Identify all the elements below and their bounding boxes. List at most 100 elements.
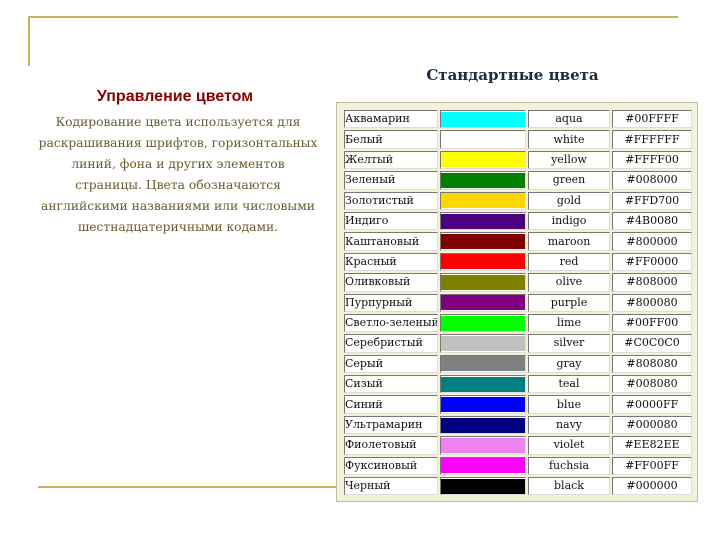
table-row: Синий blue #0000FF — [344, 395, 692, 414]
color-name-en: aqua — [528, 110, 610, 129]
color-name-ru: Каштановый — [344, 232, 438, 251]
color-swatch — [441, 172, 525, 188]
color-name-ru: Красный — [344, 252, 438, 272]
color-name-ru: Белый — [344, 130, 438, 149]
color-swatch-cell — [440, 110, 526, 129]
table-row: Зеленый green #008000 — [344, 171, 692, 190]
color-swatch-cell — [440, 375, 526, 394]
color-swatch-cell — [440, 395, 526, 414]
color-swatch — [441, 335, 525, 351]
color-swatch-cell — [440, 232, 526, 251]
table-row: Индиго indigo #4B0080 — [344, 211, 692, 231]
table-row: Пурпурный purple #800080 — [344, 293, 692, 312]
color-swatch — [441, 376, 525, 392]
color-name-en: white — [528, 130, 610, 149]
table-row: Светло-зеленый lime #00FF00 — [344, 313, 692, 333]
color-swatch — [441, 234, 525, 250]
table-row: Фуксиновый fuchsia #FF00FF — [344, 456, 692, 476]
color-name-ru: Черный — [344, 477, 438, 496]
color-name-ru: Серый — [344, 354, 438, 374]
left-paragraph: Кодирование цвета используется для раскр… — [38, 115, 318, 234]
color-hex-code: #EE82EE — [612, 436, 692, 455]
color-name-ru: Золотистый — [344, 191, 438, 210]
color-swatch — [441, 315, 525, 331]
color-name-en: silver — [528, 334, 610, 353]
color-hex-code: #008080 — [612, 375, 692, 394]
color-swatch — [441, 437, 525, 453]
color-hex-code: #800080 — [612, 293, 692, 312]
color-hex-code: #008000 — [612, 171, 692, 190]
table-row: Желтый yellow #FFFF00 — [344, 150, 692, 170]
table-row: Серебристый silver #C0C0C0 — [344, 334, 692, 353]
color-name-en: red — [528, 252, 610, 272]
color-name-en: navy — [528, 415, 610, 435]
color-swatch-cell — [440, 456, 526, 476]
table-row: Оливковый olive #808000 — [344, 273, 692, 292]
color-swatch — [441, 132, 525, 148]
color-swatch — [441, 254, 525, 270]
color-hex-code: #000000 — [612, 477, 692, 496]
color-name-ru: Светло-зеленый — [344, 313, 438, 333]
color-swatch-cell — [440, 334, 526, 353]
color-name-en: violet — [528, 436, 610, 455]
color-swatch-cell — [440, 436, 526, 455]
table-row: Сизый teal #008080 — [344, 375, 692, 394]
color-swatch-cell — [440, 313, 526, 333]
color-hex-code: #00FF00 — [612, 313, 692, 333]
table-row: Ультрамарин navy #000080 — [344, 415, 692, 435]
color-name-en: maroon — [528, 232, 610, 251]
color-hex-code: #FF0000 — [612, 252, 692, 272]
color-hex-code: #FFFFFF — [612, 130, 692, 149]
color-name-en: lime — [528, 313, 610, 333]
table-row: Аквамарин aqua #00FFFF — [344, 110, 692, 129]
color-table-panel: Аквамарин aqua #00FFFF Белый white #FFFFFF Жел… — [336, 102, 698, 502]
color-swatch — [441, 274, 525, 290]
color-hex-code: #C0C0C0 — [612, 334, 692, 353]
color-swatch-cell — [440, 293, 526, 312]
color-swatch-cell — [440, 273, 526, 292]
color-swatch — [441, 193, 525, 209]
frame-left-line — [28, 16, 30, 66]
color-name-en: teal — [528, 375, 610, 394]
color-name-ru: Желтый — [344, 150, 438, 170]
color-swatch — [441, 478, 525, 494]
color-swatch — [441, 356, 525, 372]
color-name-ru: Пурпурный — [344, 293, 438, 312]
color-hex-code: #0000FF — [612, 395, 692, 414]
color-swatch — [441, 213, 525, 229]
color-name-en: gold — [528, 191, 610, 210]
table-row: Белый white #FFFFFF — [344, 130, 692, 149]
color-name-ru: Оливковый — [344, 273, 438, 292]
color-table: Аквамарин aqua #00FFFF Белый white #FFFFFF Жел… — [342, 108, 694, 497]
color-name-ru: Зеленый — [344, 171, 438, 190]
table-row: Красный red #FF0000 — [344, 252, 692, 272]
table-row: Черный black #000000 — [344, 477, 692, 496]
color-hex-code: #FFFF00 — [612, 150, 692, 170]
color-name-ru: Аквамарин — [344, 110, 438, 129]
color-swatch — [441, 417, 525, 433]
color-swatch-cell — [440, 252, 526, 272]
color-hex-code: #808000 — [612, 273, 692, 292]
color-hex-code: #00FFFF — [612, 110, 692, 129]
color-swatch-cell — [440, 130, 526, 149]
color-name-en: green — [528, 171, 610, 190]
color-name-ru: Индиго — [344, 211, 438, 231]
color-name-en: fuchsia — [528, 456, 610, 476]
color-swatch-cell — [440, 354, 526, 374]
color-swatch — [441, 397, 525, 413]
color-hex-code: #FF00FF — [612, 456, 692, 476]
color-swatch — [441, 152, 525, 168]
color-hex-code: #808080 — [612, 354, 692, 374]
color-name-en: blue — [528, 395, 610, 414]
color-name-ru: Фиолетовый — [344, 436, 438, 455]
left-heading: Управление цветом — [96, 88, 254, 105]
color-hex-code: #800000 — [612, 232, 692, 251]
color-hex-code: #FFD700 — [612, 191, 692, 210]
color-swatch — [441, 458, 525, 474]
table-row: Золотистый gold #FFD700 — [344, 191, 692, 210]
color-swatch-cell — [440, 211, 526, 231]
table-heading: Стандартные цвета — [426, 66, 599, 84]
color-name-en: olive — [528, 273, 610, 292]
color-swatch-cell — [440, 191, 526, 210]
color-swatch-cell — [440, 477, 526, 496]
